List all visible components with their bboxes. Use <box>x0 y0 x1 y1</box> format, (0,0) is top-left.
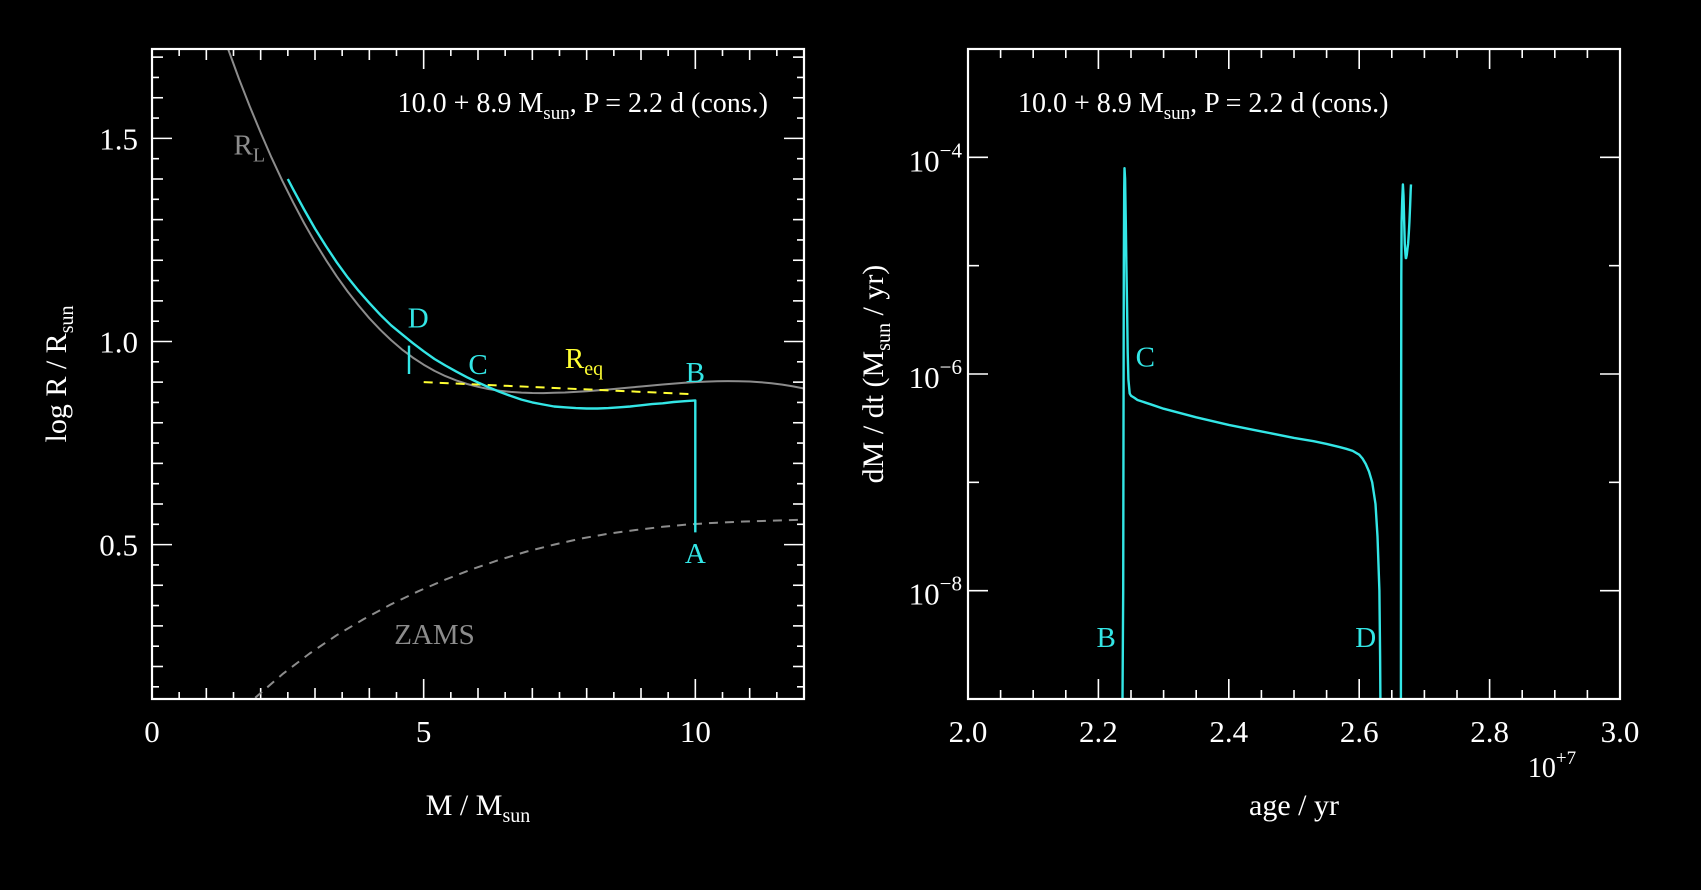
right-x-axis-label: age / yr <box>1249 789 1339 822</box>
right-x-tick-label: 3.0 <box>1601 714 1640 749</box>
series-second-episode <box>1399 183 1413 699</box>
point-label-c: C <box>1136 341 1155 373</box>
left-x-tick-label: 0 <box>144 714 160 749</box>
point-label-d: D <box>1355 622 1376 654</box>
left-tick-labels: 0 5 10 0.5 1.0 1.5 <box>99 121 711 749</box>
series-label-r-l: RL <box>234 130 266 167</box>
mass-transfer-rate-panel: 10.0 + 8.9 Msun, P = 2.2 d (cons.) age /… <box>857 47 1640 822</box>
right-x-tick-label: 2.2 <box>1079 714 1118 749</box>
right-y-tick-label: 10−8 <box>909 572 962 612</box>
right-point-annotations: B C D <box>1097 341 1377 654</box>
left-x-tick-label: 5 <box>416 714 432 749</box>
left-x-axis-label: M / Msun <box>426 789 530 827</box>
left-y-axis-label: log R / Rsun <box>40 306 78 443</box>
series-label-zams: ZAMS <box>394 619 475 651</box>
right-tick-labels: 2.0 2.2 2.4 2.6 2.8 3.0 10−8 10−6 10−4 <box>909 138 1640 749</box>
right-panel-title: 10.0 + 8.9 Msun, P = 2.2 d (cons.) <box>1018 88 1388 124</box>
left-y-tick-label: 0.5 <box>99 528 138 563</box>
left-y-tick-label: 1.0 <box>99 325 138 360</box>
right-x-tick-label: 2.8 <box>1470 714 1509 749</box>
right-y-tick-label: 10−6 <box>909 355 962 395</box>
left-x-tick-label: 10 <box>680 714 711 749</box>
right-x-tick-label: 2.6 <box>1340 714 1379 749</box>
x-axis-multiplier: 10+7 <box>1528 748 1576 784</box>
left-axis-ticks <box>151 49 805 699</box>
radius-mass-panel: 10.0 + 8.9 Msun, P = 2.2 d (cons.) M / M… <box>40 47 806 827</box>
series-r-l <box>227 49 804 395</box>
point-label-b: B <box>686 357 705 389</box>
point-label-c: C <box>468 349 487 381</box>
left-panel-title: 10.0 + 8.9 Msun, P = 2.2 d (cons.) <box>398 88 768 124</box>
left-y-tick-label: 1.5 <box>99 121 138 156</box>
right-x-tick-label: 2.0 <box>949 714 988 749</box>
left-series-labels: RL ZAMS Req <box>234 130 604 652</box>
series-track <box>286 178 697 533</box>
right-series-layer <box>1121 166 1413 699</box>
series-mass-transfer-rate <box>1121 166 1382 699</box>
point-label-a: A <box>685 538 706 570</box>
left-series-layer <box>227 49 804 699</box>
series-label-r-eq: Req <box>565 343 603 380</box>
right-y-axis-label: dM / dt (Msun / yr) <box>857 265 895 484</box>
left-axes-frame <box>150 47 806 701</box>
series-r-eq <box>423 381 696 396</box>
left-point-annotations: A B C D <box>408 302 706 570</box>
point-label-b: B <box>1097 622 1116 654</box>
right-axes-frame <box>966 47 1622 701</box>
series-zams <box>254 518 804 699</box>
right-y-tick-label: 10−4 <box>909 138 963 178</box>
right-x-tick-label: 2.4 <box>1209 714 1248 749</box>
point-label-d: D <box>408 302 429 334</box>
